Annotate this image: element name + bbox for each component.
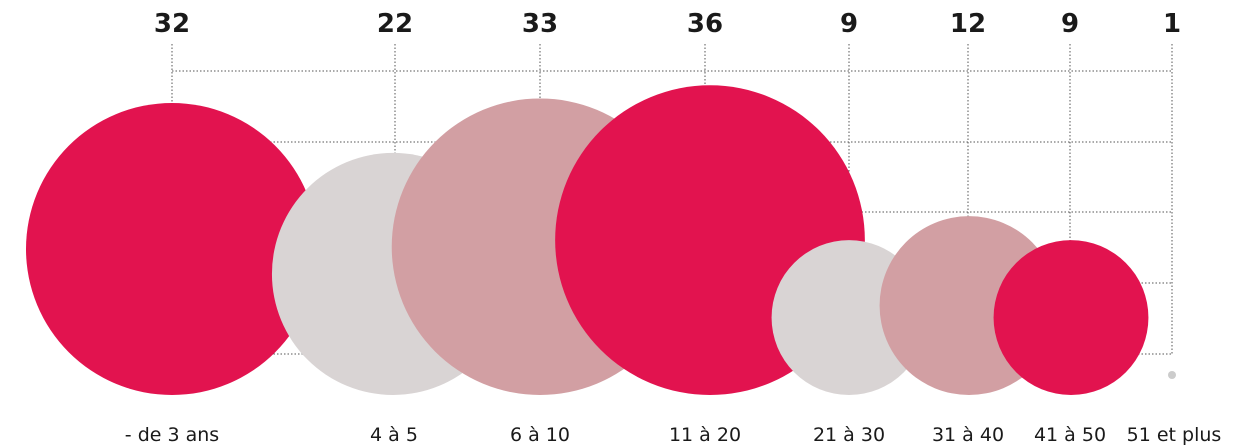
category-label: 51 et plus [1127,424,1222,446]
value-label: 33 [522,9,558,39]
value-label: 22 [377,9,413,39]
bubble [26,103,318,395]
category-label: 21 à 30 [813,424,885,446]
bubble [1168,371,1176,379]
category-labels: - de 3 ans 4 à 5 6 à 10 11 à 20 21 à 30 31 à … [125,424,1222,446]
bubble [993,240,1149,395]
value-label: 32 [154,9,190,39]
category-label: 4 à 5 [370,424,418,446]
category-label: - de 3 ans [125,424,219,446]
value-label: 36 [687,9,723,39]
bubbles [26,85,1176,395]
value-label: 9 [840,9,858,39]
value-label: 12 [950,9,986,39]
value-label: 1 [1163,9,1181,39]
value-labels: 32 22 33 36 9 12 9 1 [154,9,1181,39]
category-label: 6 à 10 [510,424,570,446]
category-label: 31 à 40 [932,424,1004,446]
value-label: 9 [1061,9,1079,39]
category-label: 11 à 20 [669,424,741,446]
category-label: 41 à 50 [1034,424,1106,446]
